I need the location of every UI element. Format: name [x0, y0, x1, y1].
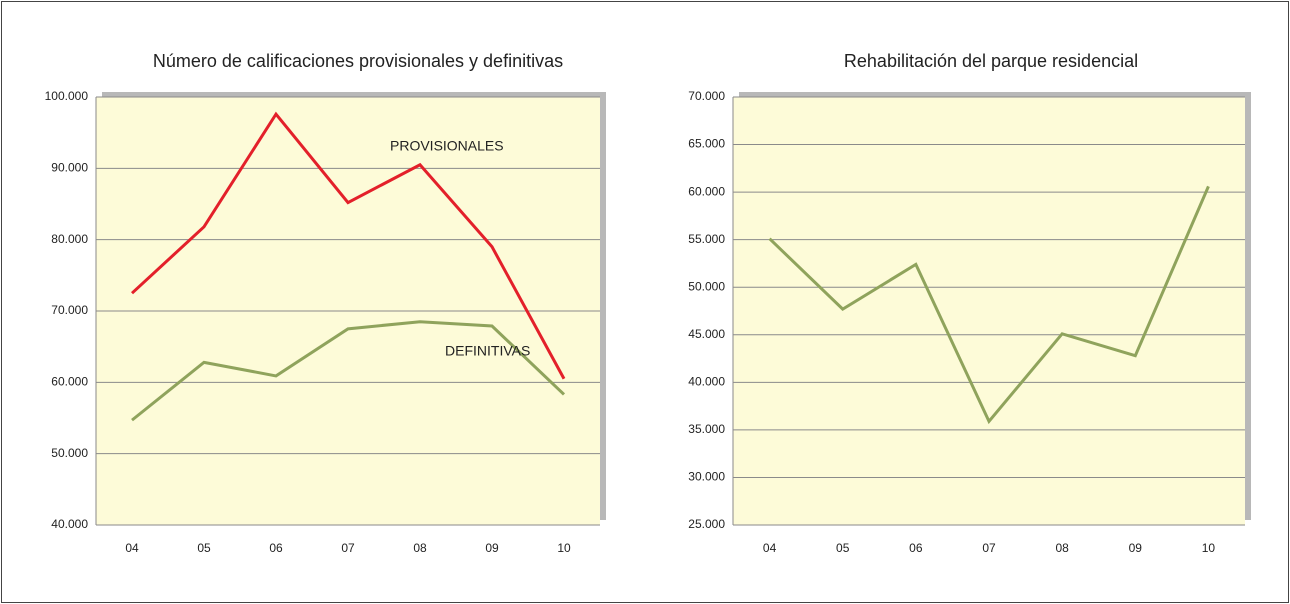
x-tick-label: 09: [485, 541, 499, 555]
y-tick-label: 35.000: [688, 422, 725, 436]
y-tick-label: 60.000: [51, 375, 88, 389]
x-tick-label: 04: [125, 541, 139, 555]
plot-area: [733, 97, 1245, 525]
line-series: [131, 320, 566, 422]
chart-title: Número de calificaciones provisionales y…: [153, 51, 563, 71]
y-tick-label: 25.000: [688, 517, 725, 531]
line-series: [768, 185, 1210, 425]
y-tick-label: 50.000: [51, 446, 88, 460]
x-tick-label: 07: [982, 541, 996, 555]
y-tick-label: 80.000: [51, 232, 88, 246]
x-tick-label: 05: [836, 541, 850, 555]
y-tick-label: 55.000: [688, 232, 725, 246]
series-label: PROVISIONALES: [390, 138, 504, 154]
y-tick-label: 45.000: [688, 327, 725, 341]
x-tick-label: 09: [1129, 541, 1143, 555]
series-label: DEFINITIVAS: [445, 343, 530, 359]
x-tick-label: 05: [197, 541, 211, 555]
y-tick-label: 40.000: [51, 517, 88, 531]
chart-title: Rehabilitación del parque residencial: [844, 51, 1138, 71]
y-tick-label: 30.000: [688, 470, 725, 484]
y-tick-label: 90.000: [51, 161, 88, 175]
line-series: [130, 111, 566, 380]
x-tick-label: 10: [1202, 541, 1216, 555]
x-tick-label: 04: [763, 541, 777, 555]
x-tick-label: 06: [909, 541, 923, 555]
y-tick-label: 40.000: [688, 375, 725, 389]
x-tick-label: 08: [413, 541, 427, 555]
y-tick-label: 100.000: [45, 89, 89, 103]
x-tick-label: 06: [269, 541, 283, 555]
y-tick-label: 70.000: [51, 303, 88, 317]
y-tick-label: 70.000: [688, 89, 725, 103]
y-tick-label: 60.000: [688, 184, 725, 198]
y-tick-label: 65.000: [688, 137, 725, 151]
y-tick-label: 50.000: [688, 279, 725, 293]
x-tick-label: 10: [557, 541, 571, 555]
x-tick-label: 08: [1055, 541, 1069, 555]
x-tick-label: 07: [341, 541, 355, 555]
